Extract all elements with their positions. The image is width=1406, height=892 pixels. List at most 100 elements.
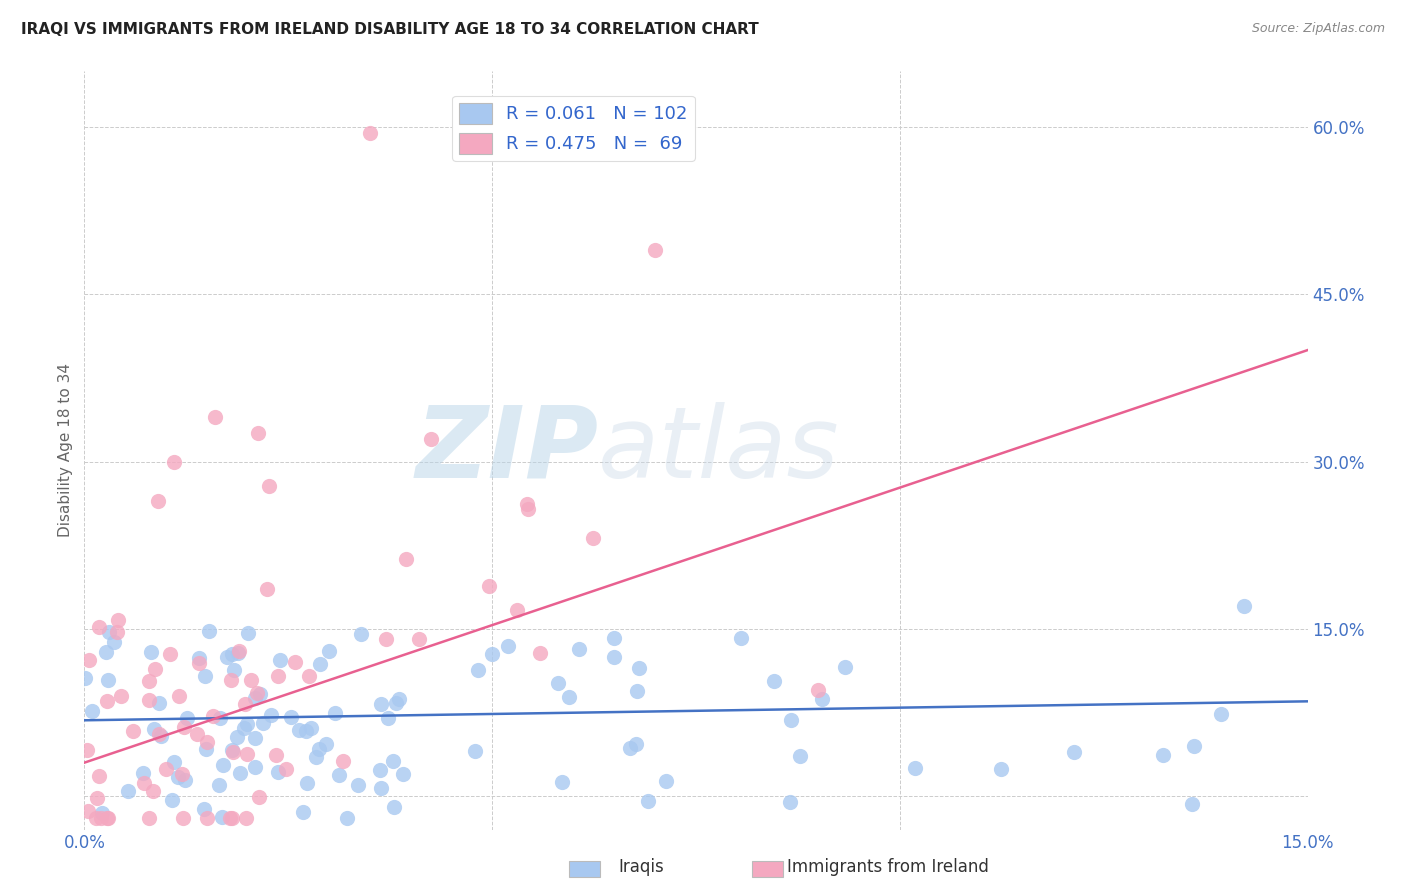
Text: atlas: atlas <box>598 402 839 499</box>
Point <box>224 663 246 677</box>
Point <box>97 673 120 687</box>
Point <box>217 650 239 665</box>
Point <box>204 410 226 425</box>
Point <box>202 709 225 723</box>
Point <box>298 669 321 683</box>
Point <box>990 762 1012 776</box>
Point <box>150 729 173 743</box>
Point <box>132 766 155 780</box>
Point <box>346 778 368 792</box>
Point <box>146 493 169 508</box>
Point <box>252 715 274 730</box>
Point <box>105 625 128 640</box>
Point <box>143 722 166 736</box>
Point <box>1233 599 1256 613</box>
Point <box>247 790 270 805</box>
Point <box>318 644 340 658</box>
Point <box>335 811 357 825</box>
Point <box>176 711 198 725</box>
Point <box>626 684 648 698</box>
Point <box>305 749 328 764</box>
Point <box>235 697 257 711</box>
Point <box>328 768 350 782</box>
Text: IRAQI VS IMMIGRANTS FROM IRELAND DISABILITY AGE 18 TO 34 CORRELATION CHART: IRAQI VS IMMIGRANTS FROM IRELAND DISABIL… <box>21 22 759 37</box>
Point <box>212 758 235 772</box>
Point <box>172 767 194 781</box>
Point <box>77 804 100 818</box>
Point <box>138 812 160 826</box>
Point <box>195 735 218 749</box>
Point <box>218 812 240 826</box>
Point <box>246 686 269 700</box>
Point <box>208 710 231 724</box>
Point <box>381 754 404 768</box>
Point <box>266 747 288 762</box>
Point <box>221 812 243 826</box>
Point <box>382 799 405 814</box>
Point <box>194 669 217 683</box>
Point <box>506 603 529 617</box>
Point <box>602 632 624 646</box>
Point <box>186 727 208 741</box>
Point <box>228 644 250 658</box>
Point <box>235 747 257 761</box>
Point <box>481 647 503 661</box>
Point <box>295 723 318 738</box>
Point <box>780 713 803 727</box>
Text: Iraqis: Iraqis <box>619 858 665 876</box>
Point <box>148 727 170 741</box>
Point <box>96 812 118 826</box>
Point <box>370 780 392 795</box>
Point <box>807 683 830 698</box>
Point <box>301 721 323 735</box>
Point <box>117 784 139 798</box>
Point <box>90 812 112 826</box>
Point <box>529 646 551 660</box>
Text: Source: ZipAtlas.com: Source: ZipAtlas.com <box>1251 22 1385 36</box>
Point <box>226 731 249 745</box>
Point <box>143 662 166 676</box>
Point <box>138 693 160 707</box>
Point <box>222 745 245 759</box>
Point <box>1063 745 1085 759</box>
Point <box>110 689 132 703</box>
Point <box>516 502 538 516</box>
Point <box>627 661 650 675</box>
Point <box>332 755 354 769</box>
Point <box>478 579 501 593</box>
Text: Immigrants from Ireland: Immigrants from Ireland <box>787 858 990 876</box>
Point <box>619 741 641 756</box>
Point <box>350 626 373 640</box>
Point <box>194 741 217 756</box>
Point <box>779 795 801 809</box>
Point <box>167 770 190 784</box>
Point <box>811 691 834 706</box>
Point <box>148 697 170 711</box>
Point <box>243 690 266 705</box>
Point <box>76 743 98 757</box>
Point <box>550 774 572 789</box>
Point <box>84 812 107 826</box>
Point <box>309 657 332 672</box>
Point <box>603 649 626 664</box>
Point <box>240 673 263 687</box>
Point <box>388 691 411 706</box>
Point <box>138 674 160 689</box>
Point <box>172 812 194 826</box>
Point <box>315 737 337 751</box>
Point <box>284 655 307 669</box>
Point <box>377 711 399 725</box>
Point <box>547 676 569 690</box>
Point <box>82 704 104 718</box>
Point <box>221 648 243 662</box>
Point <box>235 812 257 826</box>
Point <box>267 669 290 683</box>
Point <box>86 790 108 805</box>
Point <box>87 620 110 634</box>
Point <box>370 697 392 711</box>
Point <box>233 721 256 735</box>
Point <box>197 624 219 638</box>
Point <box>132 775 155 789</box>
Point <box>188 651 211 665</box>
Point <box>245 760 267 774</box>
